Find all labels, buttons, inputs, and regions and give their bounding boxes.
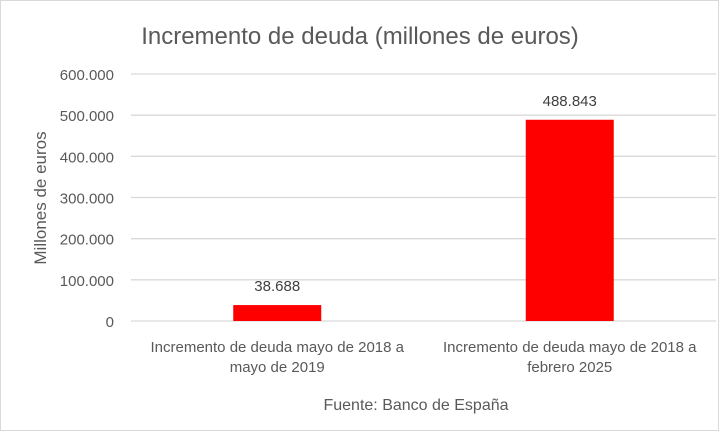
- data-label: 488.843: [543, 93, 597, 110]
- chart-title: Incremento de deuda (millones de euros): [141, 23, 579, 50]
- x-axis-label: Fuente: Banco de España: [323, 397, 508, 414]
- y-tick-label: 600.000: [60, 67, 114, 84]
- y-tick-label: 200.000: [60, 232, 114, 249]
- y-tick-label: 400.000: [60, 149, 114, 166]
- y-tick-label: 0: [106, 314, 114, 331]
- x-tick-label: Incremento de deuda mayo de 2018 a: [150, 339, 404, 356]
- bar: [525, 119, 614, 321]
- y-tick-label: 100.000: [60, 273, 114, 290]
- x-tick-label: mayo de 2019: [230, 359, 325, 376]
- data-label: 38.688: [254, 278, 300, 295]
- bar: [233, 305, 322, 321]
- y-tick-label: 500.000: [60, 108, 114, 125]
- x-tick-label: febrero 2025: [527, 359, 612, 376]
- y-axis-label: Millones de euros: [31, 131, 50, 264]
- x-tick-label: Incremento de deuda mayo de 2018 a: [443, 339, 697, 356]
- y-tick-label: 300.000: [60, 191, 114, 208]
